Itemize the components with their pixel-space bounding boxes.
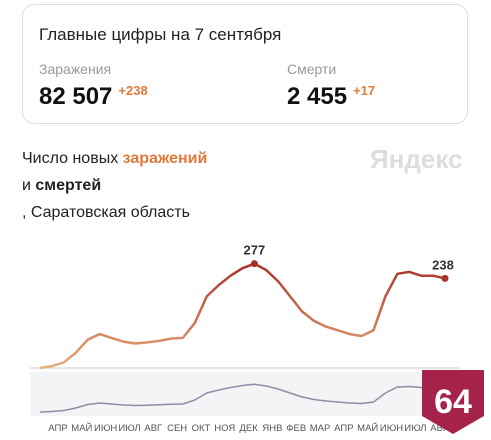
x-tick-label: АПР <box>48 423 67 434</box>
x-tick-label: МАЙ <box>71 422 92 434</box>
chart-title: Число новых заражений <box>22 150 207 168</box>
title-part: , Саратовская область <box>22 204 190 221</box>
x-tick-label: ИЮЛ <box>118 423 140 434</box>
overview-line <box>39 383 446 413</box>
x-tick-label: АПР <box>334 423 353 434</box>
x-tick-label: НОЯ <box>214 423 235 434</box>
chart-title: и смертей <box>22 177 101 195</box>
series-line <box>39 262 446 370</box>
stat-delta: +238 <box>118 83 148 98</box>
stat-label: Заражения <box>39 61 112 77</box>
brand-logo: Яндекс <box>370 144 463 174</box>
stat: Заражения 82 507 +238 <box>39 61 148 111</box>
x-tick-label: ИЮЛ <box>404 423 426 434</box>
x-tick-label: МАР <box>310 423 331 434</box>
card-title: Главные цифры на 7 сентября <box>39 25 282 44</box>
stat-value: 82 507 +238 <box>39 83 148 111</box>
title-part: смертей <box>35 177 102 194</box>
data-label: 277 <box>244 243 266 258</box>
summary-card: Главные цифры на 7 сентября Заражения 82… <box>22 4 468 124</box>
x-tick-label: МАЙ <box>357 422 378 434</box>
x-tick-label: АВГ <box>144 423 162 434</box>
x-tick-label: ДЕК <box>239 423 258 434</box>
badge-text: 64 <box>434 383 472 421</box>
stat-label: Смерти <box>287 61 337 77</box>
data-label: 238 <box>432 257 454 272</box>
x-tick-label: ФЕВ <box>286 423 306 434</box>
x-tick-label: ИЮН <box>94 423 117 434</box>
x-tick-label: АВГ <box>430 423 448 434</box>
stat-value: 2 455 +17 <box>287 83 375 111</box>
badge-shape <box>422 370 484 434</box>
title-part: Число новых <box>22 150 119 167</box>
x-tick-label: СЕН <box>167 423 187 434</box>
stat: Смерти 2 455 +17 <box>287 61 375 111</box>
chart-title: , Саратовская область <box>22 204 190 222</box>
x-tick-label: ЯНВ <box>262 423 282 434</box>
title-part: заражений <box>122 150 208 167</box>
x-tick-label: ОКТ <box>192 423 211 434</box>
stat-delta: +17 <box>353 83 376 98</box>
point <box>250 260 258 268</box>
title-part: и <box>22 177 31 194</box>
stat-number: 2 455 <box>287 83 348 110</box>
stat-number: 82 507 <box>39 83 113 110</box>
overview-bg <box>30 372 460 416</box>
point <box>441 274 449 282</box>
x-tick-label: ИЮН <box>380 423 403 434</box>
